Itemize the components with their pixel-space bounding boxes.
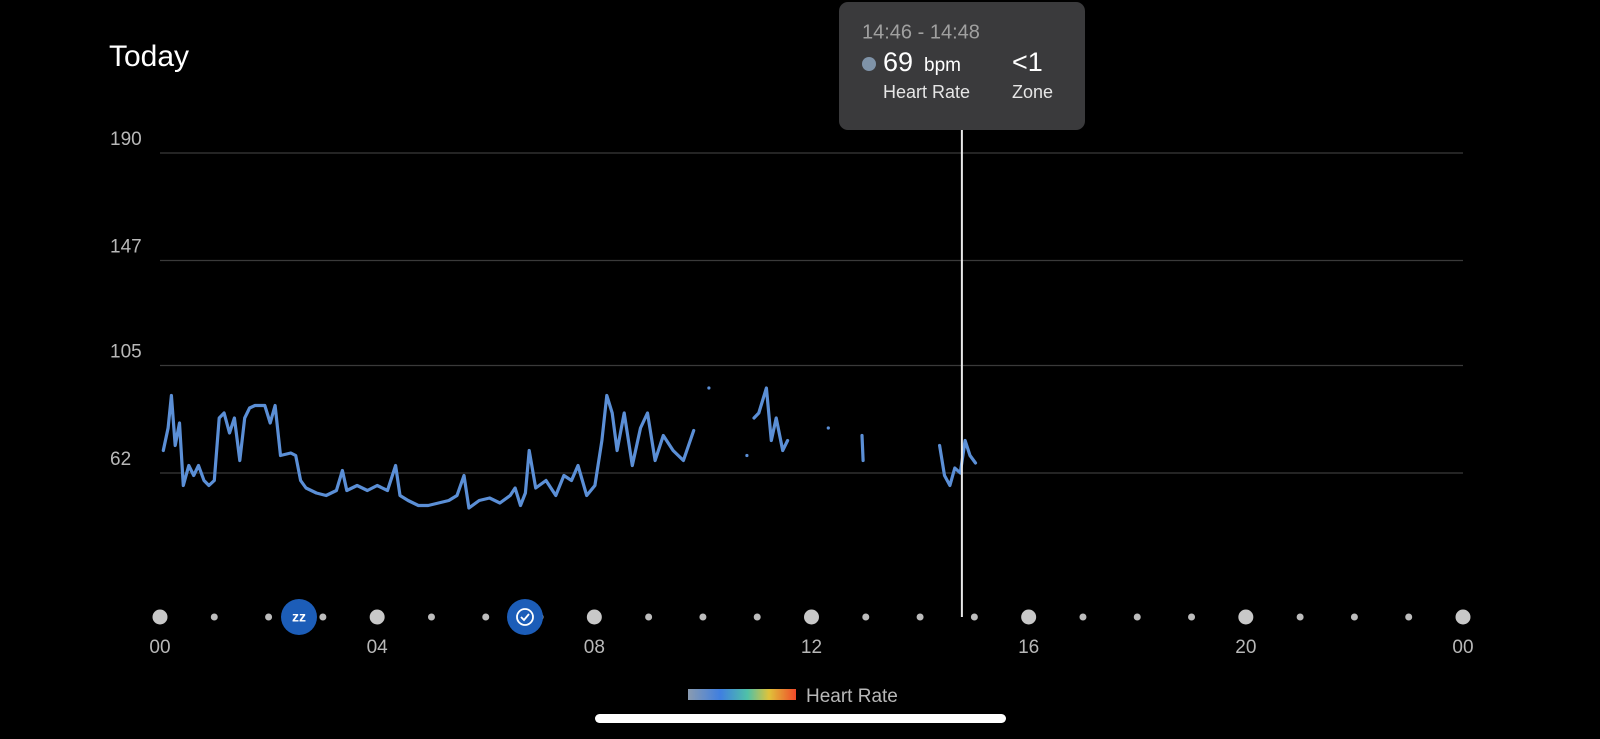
- x-tick-label: 08: [584, 637, 605, 658]
- legend-swatch: [688, 689, 796, 700]
- hour-dot: [645, 613, 653, 621]
- x-tick-mark: [369, 609, 385, 625]
- y-tick-label: 147: [110, 237, 142, 258]
- hour-dot: [1133, 613, 1141, 621]
- sleep-glyph: zz: [292, 609, 306, 625]
- x-tick-label: 20: [1235, 637, 1256, 658]
- x-tick-label: 12: [801, 637, 822, 658]
- heart-rate-line: [752, 386, 790, 453]
- x-tick-label: 04: [367, 637, 389, 658]
- alarm-glyph: [516, 608, 534, 626]
- hour-dot: [1079, 613, 1087, 621]
- x-tick-mark: [152, 609, 168, 625]
- x-axis: 00 04 08 12 16 20 00: [149, 609, 1474, 658]
- hour-dot: [753, 613, 761, 621]
- y-tick-label: 62: [110, 449, 131, 470]
- grid: 62 105 147 190: [110, 129, 1463, 474]
- x-tick-label: 00: [1452, 637, 1473, 658]
- tooltip-dot: [862, 57, 876, 71]
- home-indicator: [595, 714, 1006, 723]
- hour-dot: [916, 613, 924, 621]
- plot: [161, 130, 978, 617]
- hour-dot: [427, 613, 435, 621]
- x-tick-label: 16: [1018, 637, 1039, 658]
- alarm-icon: [507, 599, 543, 635]
- sleep-icon: [281, 599, 317, 635]
- hour-dot: [319, 613, 327, 621]
- alarm-check: [520, 613, 530, 622]
- hour-dot: [1188, 613, 1196, 621]
- tooltip-value: 69: [883, 47, 913, 77]
- tooltip-zone-label: Zone: [1012, 82, 1053, 102]
- hour-dot: [1296, 613, 1304, 621]
- hour-dot: [1405, 613, 1413, 621]
- heart-rate-line: [161, 393, 696, 510]
- hour-dot: [482, 613, 490, 621]
- tooltip: 14:46 - 14:48 69 bpm Heart Rate <1 Zone: [839, 2, 1085, 130]
- x-tick-label: 00: [149, 637, 170, 658]
- hour-dot: [699, 613, 707, 621]
- heart-rate-line: [938, 438, 978, 488]
- hour-dot: [265, 613, 273, 621]
- x-tick-mark: [586, 609, 602, 625]
- event-icons: zz: [281, 599, 543, 635]
- legend: Heart Rate: [688, 686, 898, 707]
- tooltip-unit: bpm: [924, 55, 961, 76]
- tooltip-time: 14:46 - 14:48: [862, 21, 980, 43]
- x-tick-mark: [1021, 609, 1037, 625]
- hour-dot: [1350, 613, 1358, 621]
- hour-dot: [970, 613, 978, 621]
- hour-dot: [210, 613, 218, 621]
- hour-dot: [862, 613, 870, 621]
- tooltip-zone: <1: [1012, 47, 1043, 77]
- x-tick-mark: [804, 609, 819, 625]
- legend-label: Heart Rate: [806, 686, 898, 707]
- chart-title: Today: [109, 40, 189, 73]
- heart-rate-line: [860, 433, 865, 463]
- y-tick-label: 190: [110, 129, 142, 150]
- tooltip-value-label: Heart Rate: [883, 82, 970, 102]
- tooltip-box: [839, 2, 1085, 130]
- y-tick-label: 105: [110, 342, 142, 363]
- x-tick-mark: [1238, 609, 1254, 625]
- x-tick-mark: [1455, 609, 1471, 625]
